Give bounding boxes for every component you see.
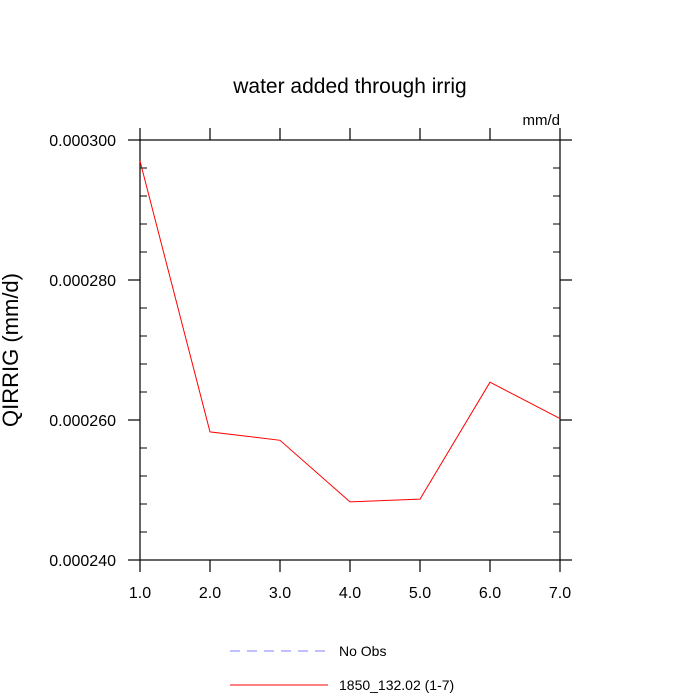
legend-label: 1850_132.02 (1-7) — [339, 677, 454, 693]
x-tick-label: 3.0 — [269, 585, 291, 602]
x-tick-label: 5.0 — [409, 585, 431, 602]
y-tick-label: 0.000260 — [49, 413, 116, 430]
plot-frame — [139, 139, 561, 561]
x-tick-label: 6.0 — [479, 585, 501, 602]
legend: No Obs 1850_132.02 (1-7) — [230, 643, 454, 693]
series-lines — [139, 160, 561, 503]
y-tick-label: 0.000240 — [49, 553, 116, 570]
x-tick-label: 4.0 — [339, 585, 361, 602]
x-tick-label: 7.0 — [549, 585, 571, 602]
tick-labels: 1.0 2.0 3.0 4.0 5.0 6.0 7.0 0.000240 0.000260 0.0… — [49, 133, 571, 602]
x-tick-label: 2.0 — [199, 585, 221, 602]
series-line — [139, 160, 561, 503]
x-tick-label: 1.0 — [129, 585, 151, 602]
axis-ticks — [128, 128, 572, 572]
y-tick-label: 0.000300 — [49, 133, 116, 150]
units-label: mm/d — [523, 112, 561, 129]
legend-label: No Obs — [339, 643, 386, 659]
y-axis-label: QIRRIG (mm/d) — [0, 273, 23, 427]
chart-title: water added through irrig — [232, 75, 466, 98]
y-tick-label: 0.000280 — [49, 273, 116, 290]
